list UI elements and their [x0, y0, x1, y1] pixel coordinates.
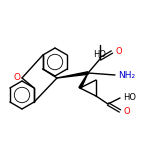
- Text: O: O: [14, 72, 21, 81]
- Text: HO: HO: [123, 93, 136, 102]
- Polygon shape: [57, 72, 88, 78]
- Text: O: O: [115, 48, 122, 57]
- Polygon shape: [79, 73, 88, 89]
- Text: NH₂: NH₂: [118, 70, 135, 80]
- Text: HO: HO: [93, 50, 106, 59]
- Text: O: O: [123, 106, 130, 116]
